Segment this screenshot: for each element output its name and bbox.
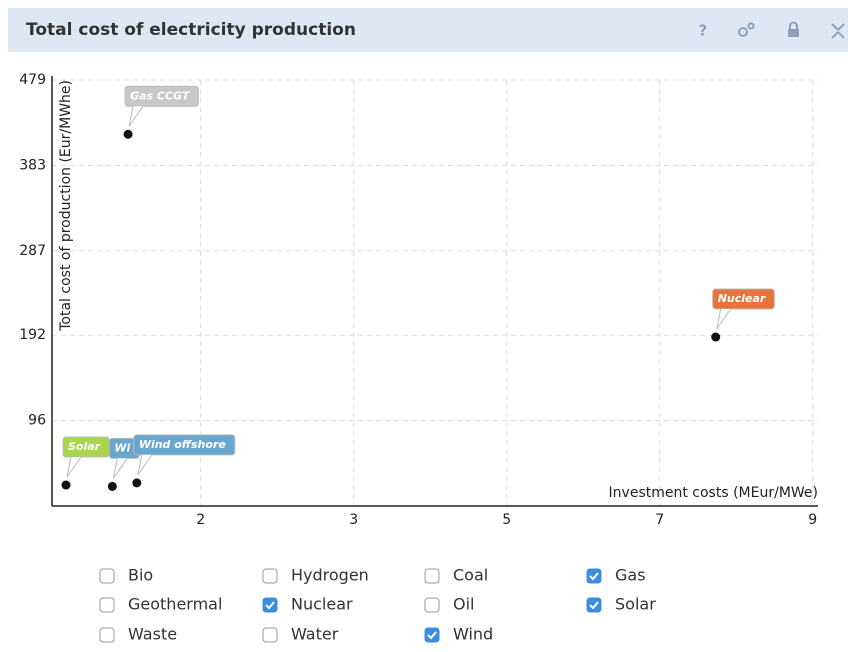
- filter-label[interactable]: Wind: [453, 625, 493, 644]
- callout-pointer: [137, 454, 153, 476]
- callout: Nuclear: [712, 288, 775, 330]
- plot: 96 192 287 383 479 2 3 5 7 9 Gas CCGT Nuclear Solar W…: [19, 72, 818, 528]
- header-bar: [8, 8, 848, 52]
- lock-icon[interactable]: [788, 21, 799, 38]
- checkbox[interactable]: [586, 597, 602, 613]
- point: [711, 332, 721, 342]
- filter-option[interactable]: Waste: [99, 625, 177, 644]
- filter-label[interactable]: Bio: [128, 566, 153, 585]
- checkmark: [427, 631, 437, 640]
- filter-option[interactable]: Hydrogen: [262, 566, 369, 585]
- callout-box: [712, 288, 775, 310]
- checkmark: [589, 601, 599, 610]
- filter-option[interactable]: Water: [262, 625, 339, 644]
- filter-label[interactable]: Gas: [615, 566, 646, 585]
- checkbox[interactable]: [424, 627, 440, 643]
- callout-label: Gas CCGT: [130, 89, 191, 102]
- filter-label[interactable]: Solar: [615, 595, 656, 614]
- checkbox[interactable]: [424, 597, 440, 613]
- checkmark: [589, 572, 599, 581]
- x-axis-label: Investment costs (MEur/MWe): [609, 485, 818, 501]
- x-tick-label: 3: [349, 512, 358, 528]
- y-tick-label: 479: [19, 72, 46, 88]
- checkbox[interactable]: [586, 568, 602, 584]
- filter-label[interactable]: Coal: [453, 566, 488, 585]
- x-tick-label: 7: [655, 512, 664, 528]
- checkmark: [265, 601, 275, 610]
- settings-icon[interactable]: [738, 22, 755, 37]
- point: [123, 129, 133, 139]
- callout-pointer: [716, 308, 732, 330]
- y-tick-label: 96: [28, 413, 46, 429]
- filter-label[interactable]: Water: [291, 625, 339, 644]
- filter-option[interactable]: Solar: [586, 595, 656, 614]
- filter-label[interactable]: Nuclear: [291, 595, 353, 614]
- filter-label[interactable]: Oil: [453, 595, 474, 614]
- callout-box: [124, 85, 199, 107]
- checkbox[interactable]: [99, 568, 115, 584]
- point: [107, 481, 117, 491]
- y-tick-label: 383: [19, 157, 46, 173]
- filter-option[interactable]: Nuclear: [262, 595, 353, 614]
- callout-pointer: [128, 105, 144, 127]
- checkbox[interactable]: [262, 597, 278, 613]
- callout-pointer: [112, 458, 128, 479]
- filter-option[interactable]: Geothermal: [99, 595, 222, 614]
- callout: Solar: [62, 436, 110, 478]
- x-tick-label: 9: [808, 512, 817, 528]
- help-icon[interactable]: ?: [699, 22, 708, 40]
- point: [61, 480, 71, 490]
- callout-label: Solar: [68, 440, 101, 453]
- filter-option[interactable]: Gas: [586, 566, 646, 585]
- callout-label: Wind offshore: [139, 438, 227, 451]
- y-axis-label: Total cost of production (Eur/MWhe): [58, 80, 74, 332]
- callout: Wind offshore: [133, 434, 236, 476]
- callout-pointer: [66, 456, 82, 478]
- y-tick-label: 192: [19, 327, 46, 343]
- filter-option[interactable]: Wind: [424, 625, 493, 644]
- filter-option[interactable]: Oil: [424, 595, 474, 614]
- checkbox[interactable]: [262, 568, 278, 584]
- point: [132, 478, 142, 488]
- x-tick-label: 5: [502, 512, 511, 528]
- checkbox[interactable]: [262, 627, 278, 643]
- callout-label: Wi: [114, 441, 130, 454]
- filter-label[interactable]: Hydrogen: [291, 566, 369, 585]
- y-tick-label: 287: [19, 243, 46, 259]
- filter-option[interactable]: Bio: [99, 566, 153, 585]
- checkbox[interactable]: [424, 568, 440, 584]
- filters: Bio Hydrogen Coal Gas Geothermal Nuclear Oil So…: [99, 566, 656, 644]
- checkbox[interactable]: [99, 597, 115, 613]
- filter-label[interactable]: Waste: [128, 625, 177, 644]
- panel-title: Total cost of electricity production: [26, 20, 356, 40]
- filter-label[interactable]: Geothermal: [128, 595, 222, 614]
- callout: Gas CCGT: [124, 85, 199, 127]
- callout-box: [133, 434, 236, 456]
- callout-label: Nuclear: [718, 292, 766, 305]
- callout: Wi: [108, 437, 140, 479]
- x-tick-label: 2: [196, 512, 205, 528]
- expand-icon[interactable]: [831, 23, 845, 39]
- checkbox[interactable]: [99, 627, 115, 643]
- filter-option[interactable]: Coal: [424, 566, 488, 585]
